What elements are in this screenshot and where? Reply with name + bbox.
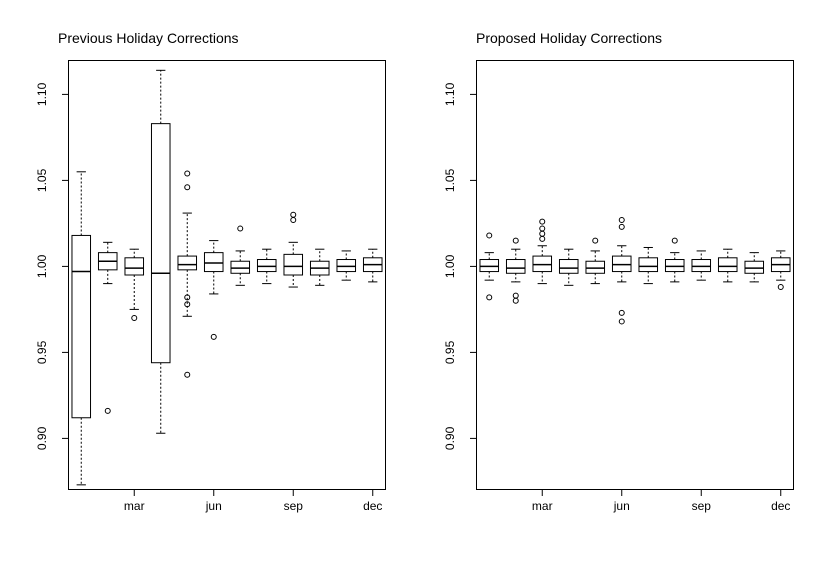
svg-text:1.05: 1.05 (443, 168, 457, 192)
panel-proposed: Proposed Holiday Corrections 0.900.951.0… (418, 0, 837, 561)
svg-text:1.00: 1.00 (443, 254, 457, 278)
svg-text:jun: jun (613, 499, 630, 513)
svg-text:sep: sep (692, 499, 712, 513)
panel-previous: Previous Holiday Corrections 0.900.951.0… (0, 0, 418, 561)
svg-text:mar: mar (124, 499, 145, 513)
svg-text:0.90: 0.90 (35, 426, 49, 450)
svg-text:0.95: 0.95 (35, 340, 49, 364)
svg-text:1.10: 1.10 (35, 82, 49, 106)
svg-text:1.00: 1.00 (35, 254, 49, 278)
svg-text:dec: dec (771, 499, 790, 513)
svg-text:sep: sep (284, 499, 304, 513)
svg-text:mar: mar (532, 499, 553, 513)
chart-svg-previous: 0.90 0.95 1.00 1.05 1.10 mar jun sep dec (0, 0, 418, 561)
svg-text:0.95: 0.95 (443, 340, 457, 364)
svg-text:1.10: 1.10 (443, 82, 457, 106)
svg-text:dec: dec (363, 499, 382, 513)
svg-text:1.05: 1.05 (35, 168, 49, 192)
svg-text:jun: jun (205, 499, 222, 513)
svg-text:0.90: 0.90 (443, 426, 457, 450)
chart-svg-proposed: 0.90 0.95 1.00 1.05 1.10 mar jun sep dec (418, 0, 837, 561)
